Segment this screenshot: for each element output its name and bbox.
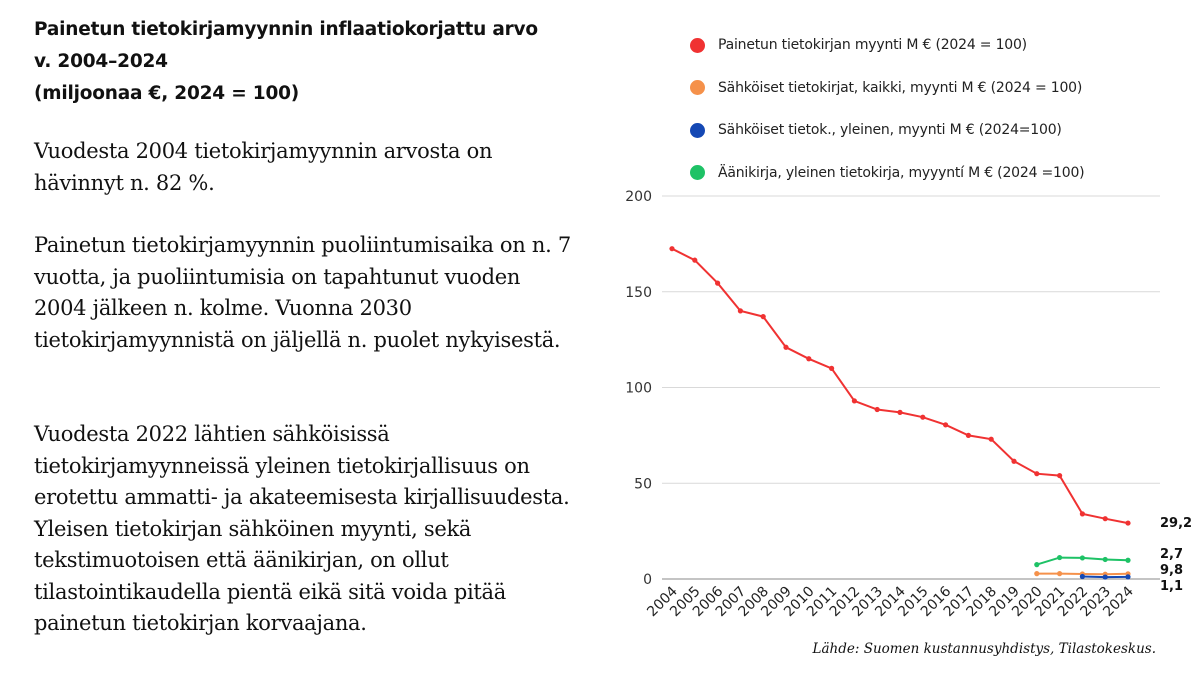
- data-point: [920, 414, 926, 420]
- legend-item-audiobooks: Äänikirja, yleinen tietokirja, myyyntí M…: [690, 152, 1085, 195]
- paragraph-half-life: Painetun tietokirjamyynnin puoliintumisa…: [34, 233, 571, 352]
- legend-label: Painetun tietokirjan myynti M € (2024 = …: [718, 37, 1027, 54]
- data-point: [1034, 562, 1040, 568]
- data-point: [715, 280, 721, 286]
- legend-marker: [690, 80, 705, 96]
- legend-item-ebooks-all: Sähköiset tietokirjat, kaikki, myynti M …: [690, 67, 1084, 110]
- data-point: [874, 406, 880, 413]
- y-tick-label: 50: [634, 476, 652, 492]
- data-point: [1034, 471, 1040, 477]
- legend-marker: [690, 122, 705, 138]
- data-point: [965, 432, 972, 438]
- legend-label: Äänikirja, yleinen tietokirja, myyyntí M…: [718, 164, 1085, 181]
- legend-label: Sähköiset tietokirjat, kaikki, myynti M …: [718, 79, 1083, 96]
- source-note: Lähde: Suomen kustannusyhdistys, Tilasto…: [812, 641, 1156, 657]
- end-value-label: 29,2: [1160, 516, 1192, 531]
- paragraph-ebooks: Vuodesta 2022 lähtien sähköisissä tietok…: [34, 422, 570, 635]
- y-tick-label: 200: [625, 189, 652, 205]
- end-value-label: 9,8: [1160, 563, 1183, 578]
- text-panel: Painetun tietokirjamyynnin inflaatiokorj…: [34, 14, 574, 635]
- data-point: [943, 422, 949, 428]
- data-point: [829, 365, 835, 371]
- data-point: [1079, 555, 1085, 561]
- paragraph-decline: Vuodesta 2004 tietokirjamyynnin arvosta …: [34, 139, 493, 195]
- chart-legend: Painetun tietokirjan myynti M € (2024 = …: [690, 24, 1085, 195]
- data-point: [783, 344, 789, 350]
- data-point: [1011, 458, 1017, 464]
- data-point: [806, 356, 812, 362]
- data-point: [1102, 516, 1108, 522]
- data-point: [692, 257, 698, 263]
- data-point: [1034, 571, 1040, 577]
- data-point: [1102, 556, 1108, 563]
- data-point: [737, 308, 744, 314]
- legend-marker: [690, 165, 705, 181]
- data-point: [1057, 571, 1063, 577]
- data-point: [1079, 573, 1085, 580]
- data-point: [851, 398, 858, 404]
- title-line: (miljoonaa €, 2024 = 100): [34, 83, 300, 104]
- series-line-0: [671, 247, 1129, 525]
- y-tick-label: 150: [625, 285, 652, 301]
- y-tick-label: 0: [643, 572, 652, 588]
- data-point: [1057, 472, 1063, 479]
- legend-label: Sähköiset tietok., yleinen, myynti M € (…: [718, 122, 1062, 139]
- title-line: v. 2004–2024: [34, 51, 168, 72]
- data-point: [1125, 520, 1131, 526]
- end-value-label: 1,1: [1160, 579, 1183, 594]
- legend-marker: [690, 37, 705, 53]
- data-point: [760, 314, 766, 320]
- data-point: [1125, 574, 1131, 580]
- data-point: [897, 409, 903, 415]
- data-point: [988, 436, 994, 442]
- data-point: [669, 246, 675, 252]
- data-point: [1079, 511, 1085, 517]
- data-point: [1125, 557, 1131, 563]
- page-title: Painetun tietokirjamyynnin inflaatiokorj…: [34, 14, 574, 110]
- data-point: [1102, 574, 1108, 580]
- title-line: Painetun tietokirjamyynnin inflaatiokorj…: [34, 19, 538, 40]
- data-point: [1057, 554, 1063, 561]
- legend-item-printed: Painetun tietokirjan myynti M € (2024 = …: [690, 24, 1084, 67]
- legend-item-ebooks-general: Sähköiset tietok., yleinen, myynti M € (…: [690, 109, 1084, 152]
- y-tick-label: 100: [625, 381, 652, 397]
- end-value-label: 2,7: [1160, 547, 1183, 562]
